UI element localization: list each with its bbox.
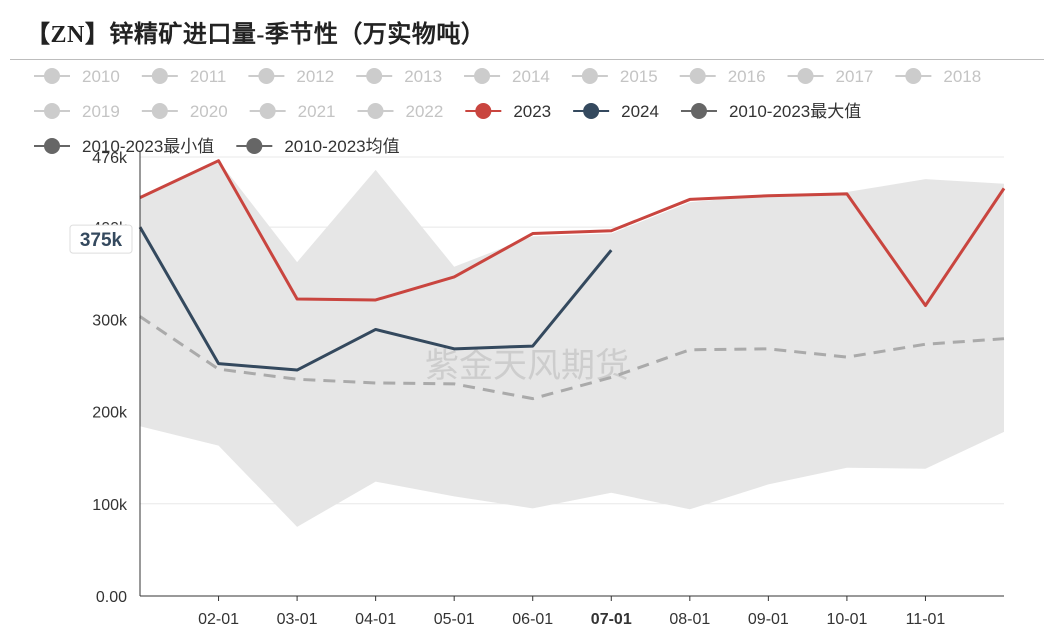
x-tick-label: 07-01: [591, 611, 632, 628]
legend-marker-2010-2023均值[interactable]: [246, 138, 262, 154]
legend-label-2018[interactable]: 2018: [943, 67, 981, 86]
x-tick-label: 06-01: [512, 611, 553, 628]
legend-marker-2023[interactable]: [475, 103, 491, 119]
legend-marker-2022[interactable]: [367, 103, 383, 119]
x-tick-label: 03-01: [277, 611, 318, 628]
legend-marker-2018[interactable]: [905, 68, 921, 84]
minmax-band: [140, 161, 1004, 527]
legend-marker-2016[interactable]: [690, 68, 706, 84]
legend-label-2017[interactable]: 2017: [836, 67, 874, 86]
x-tick-label: 11-01: [906, 611, 946, 628]
legend-marker-2011[interactable]: [152, 68, 168, 84]
y-tick-label: 200k: [92, 405, 128, 422]
legend-label-2023[interactable]: 2023: [513, 102, 551, 121]
legend-label-2010-2023最小值[interactable]: 2010-2023最小值: [82, 137, 214, 156]
legend-label-2019[interactable]: 2019: [82, 102, 120, 121]
legend-marker-2013[interactable]: [366, 68, 382, 84]
x-tick-label: 08-01: [669, 611, 710, 628]
legend-label-2012[interactable]: 2012: [296, 67, 334, 86]
x-tick-label: 05-01: [434, 611, 475, 628]
legend-marker-2015[interactable]: [582, 68, 598, 84]
watermark: 紫金天风期货: [425, 346, 629, 386]
legend-label-2010[interactable]: 2010: [82, 67, 120, 86]
x-tick-label: 02-01: [198, 611, 239, 628]
legend-label-2010-2023均值[interactable]: 2010-2023均值: [284, 137, 399, 156]
legend-marker-2010-2023最小值[interactable]: [44, 138, 60, 154]
legend-marker-2014[interactable]: [474, 68, 490, 84]
legend-marker-2017[interactable]: [798, 68, 814, 84]
legend-label-2015[interactable]: 2015: [620, 67, 658, 86]
legend-marker-2020[interactable]: [152, 103, 168, 119]
legend-marker-2021[interactable]: [260, 103, 276, 119]
x-tick-label: 04-01: [355, 611, 396, 628]
x-tick-label: 10-01: [826, 611, 867, 628]
legend-label-2013[interactable]: 2013: [404, 67, 442, 86]
legend-label-2010-2023最大值[interactable]: 2010-2023最大值: [729, 102, 861, 121]
legend-label-2014[interactable]: 2014: [512, 67, 550, 86]
legend-label-2020[interactable]: 2020: [190, 102, 228, 121]
x-tick-label: 09-01: [748, 611, 789, 628]
legend-marker-2010[interactable]: [44, 68, 60, 84]
legend-label-2011[interactable]: 2011: [190, 67, 227, 86]
legend-marker-2012[interactable]: [258, 68, 274, 84]
legend-label-2021[interactable]: 2021: [298, 102, 336, 121]
legend-label-2016[interactable]: 2016: [728, 67, 766, 86]
y-tick-label: 100k: [92, 497, 128, 514]
legend-marker-2019[interactable]: [44, 103, 60, 119]
legend-label-2024[interactable]: 2024: [621, 102, 659, 121]
legend-label-2022[interactable]: 2022: [405, 102, 443, 121]
y-tick-label: 300k: [92, 312, 128, 329]
y-tick-label: 0.00: [96, 589, 127, 606]
legend-marker-2024[interactable]: [583, 103, 599, 119]
axis-pointer-label: 375k: [80, 230, 123, 251]
legend-marker-2010-2023最大值[interactable]: [691, 103, 707, 119]
